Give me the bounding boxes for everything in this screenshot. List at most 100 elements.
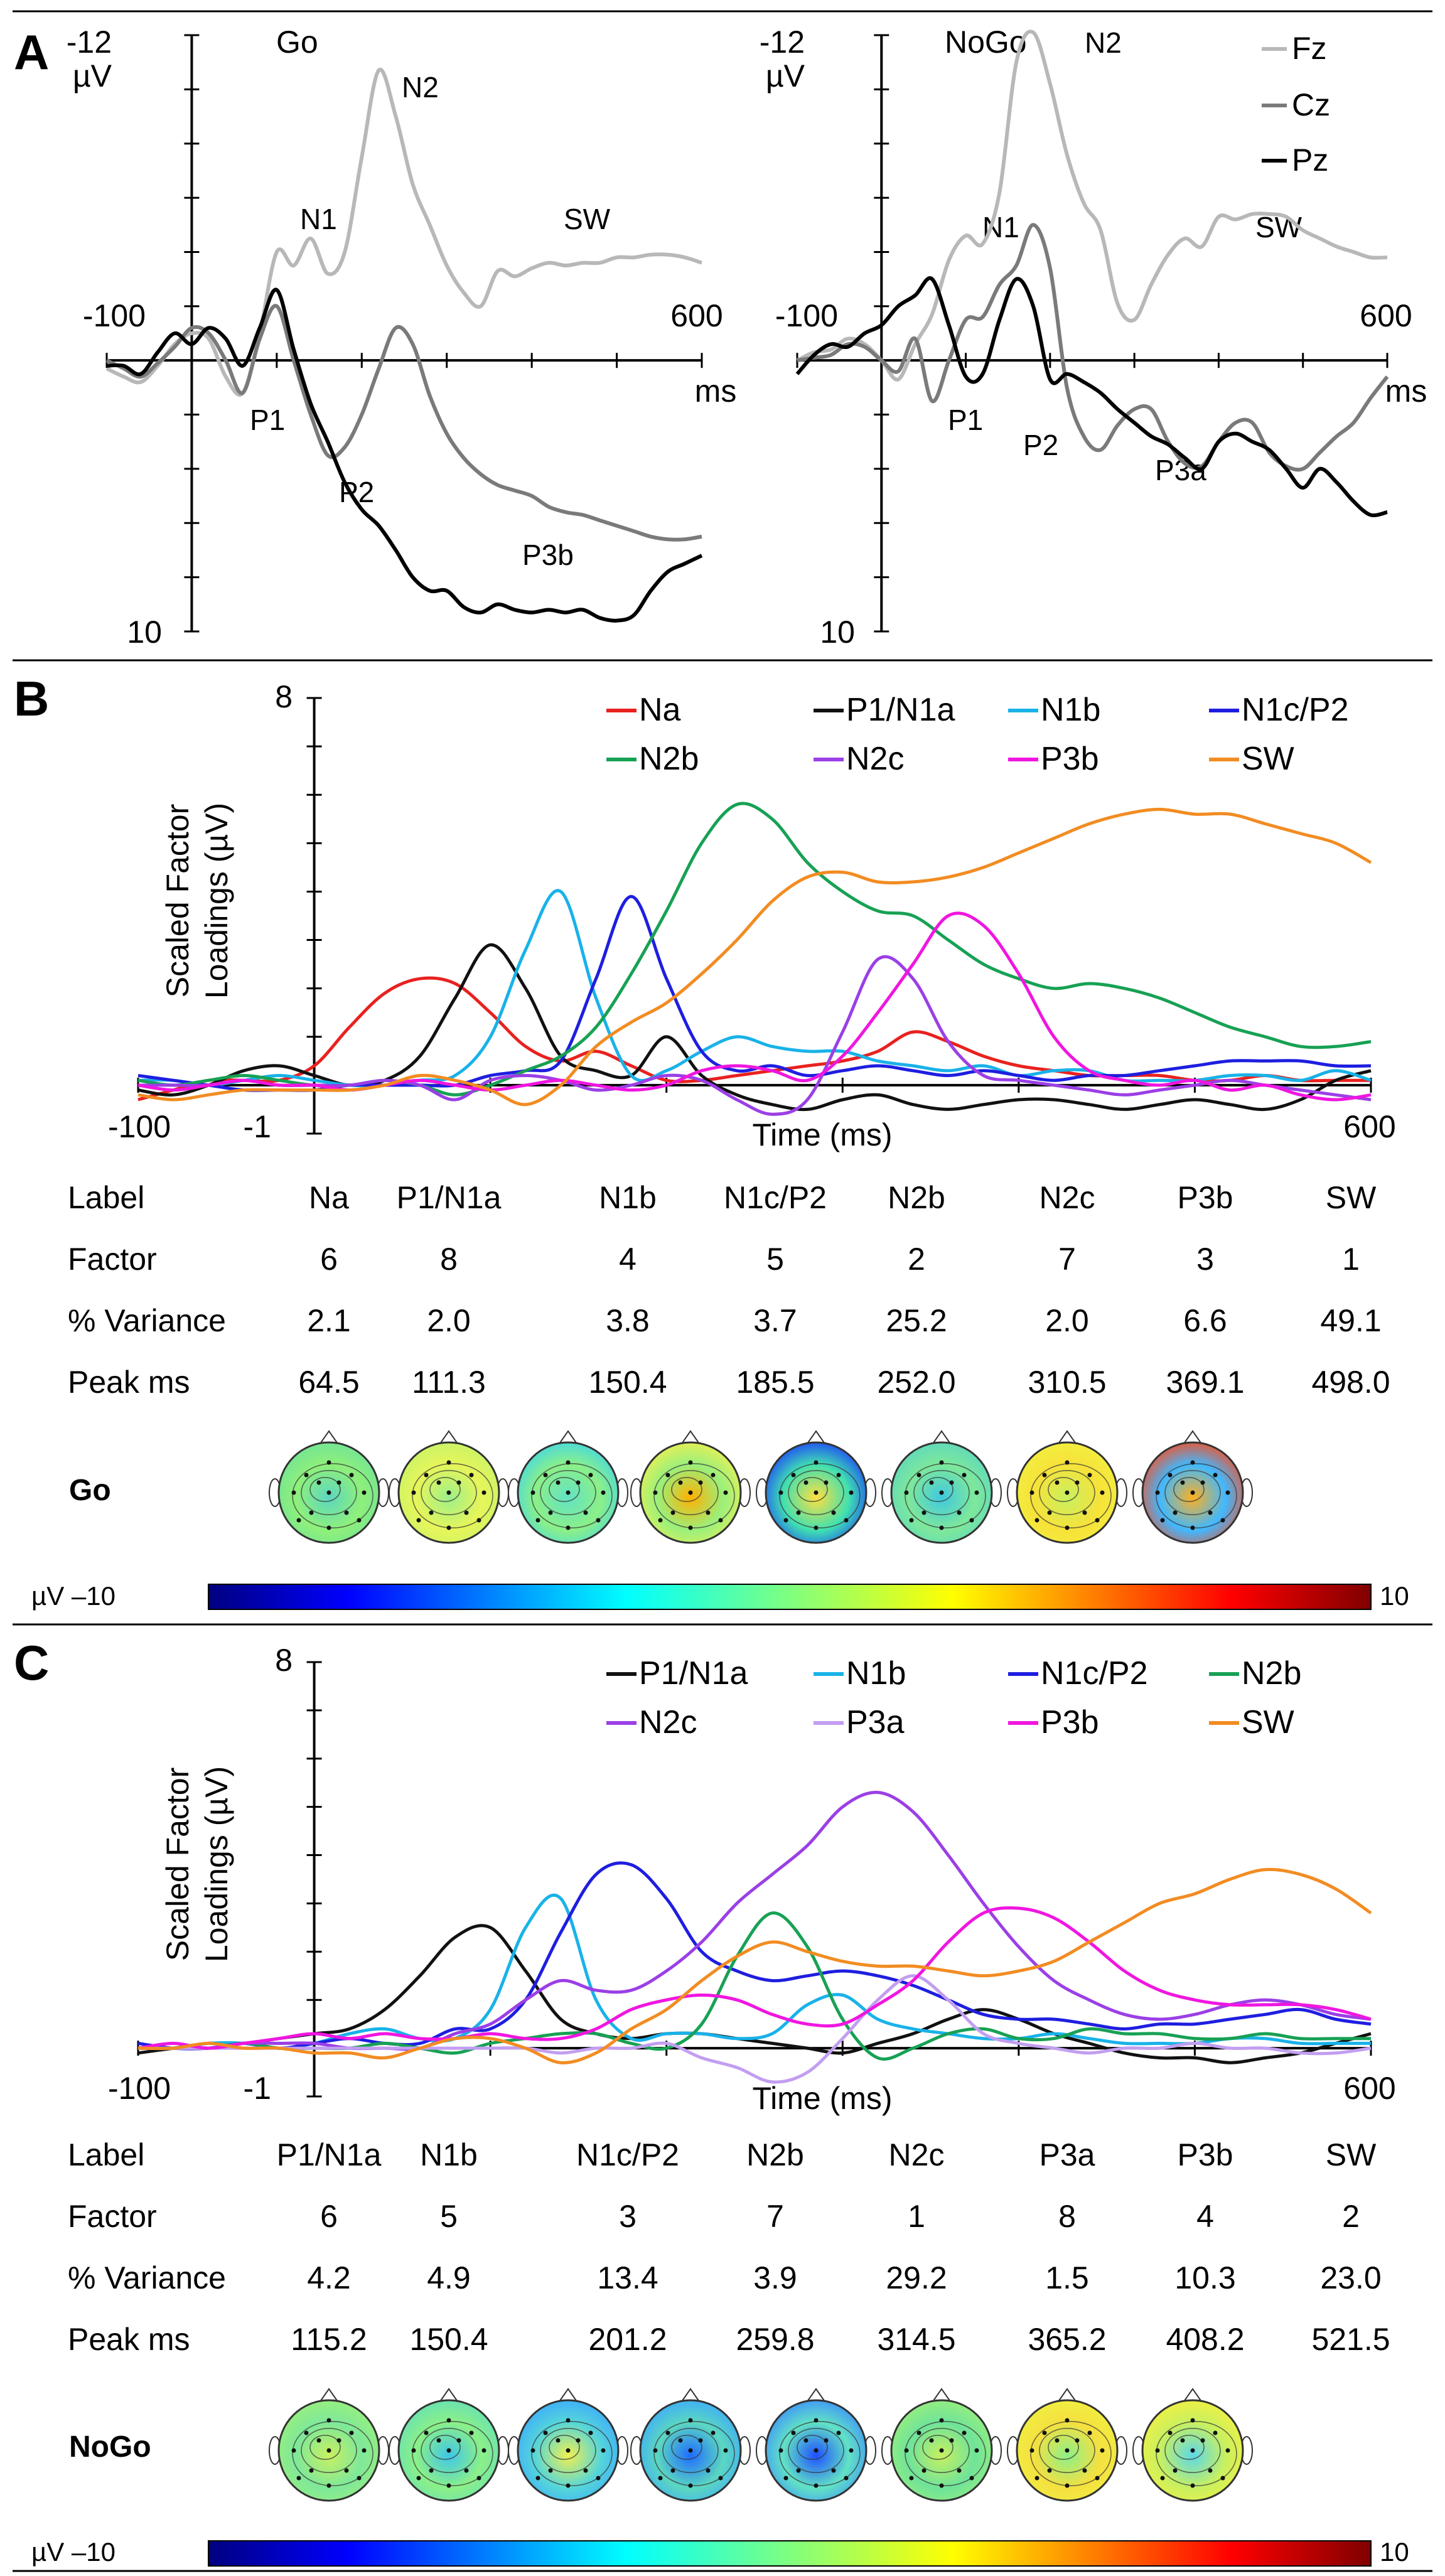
- b-table-cell: 369.1: [1166, 1365, 1244, 1400]
- c-topomap: [508, 2388, 628, 2502]
- c-contour: [1048, 2435, 1079, 2461]
- c-electrode-dot: [698, 2438, 703, 2443]
- b-electrode-dot: [974, 1490, 979, 1495]
- c-electrode-dot: [939, 2448, 944, 2453]
- c-electrode-dot: [778, 2448, 783, 2453]
- c-nose-shape: [681, 2388, 700, 2402]
- c-electrode-dot: [1065, 2483, 1070, 2488]
- b-electrode-dot: [476, 1518, 481, 1523]
- c-table-row-label: Factor: [68, 2199, 157, 2234]
- c-xlabel: Time (ms): [752, 2081, 892, 2116]
- c-colorbar: [208, 2540, 1372, 2567]
- c-table-cell: P3b: [1178, 2137, 1233, 2172]
- b-electrode-dot: [326, 1490, 331, 1495]
- b-table-cell: 2.0: [1045, 1303, 1089, 1338]
- panel-a-letter: A: [14, 24, 49, 80]
- b-table-cell: 49.1: [1320, 1303, 1381, 1338]
- c-electrode-dot: [424, 2430, 429, 2435]
- b-electrode-dot: [1075, 1480, 1080, 1485]
- b-electrode-dot: [424, 1473, 429, 1478]
- c-y-min-label: -1: [244, 2071, 271, 2106]
- b-electrode-dot: [446, 1460, 451, 1465]
- c-nose-shape: [559, 2388, 577, 2402]
- nogo-peak-n1: N1: [982, 211, 1019, 244]
- b-contour: [421, 1470, 477, 1516]
- b-nose-shape: [681, 1430, 700, 1444]
- c-contour: [540, 2428, 596, 2474]
- b-colorbar-left-label: µV –10: [31, 1581, 115, 1611]
- b-electrode-dot: [783, 1518, 788, 1523]
- b-contour: [653, 1463, 735, 1529]
- c-table-cell: 3: [619, 2199, 637, 2234]
- c-electrode-dot: [921, 2468, 927, 2473]
- b-table-cell: 111.3: [412, 1365, 486, 1400]
- b-electrode-dot: [1065, 1525, 1070, 1530]
- c-table-cell: 2: [1342, 2199, 1360, 2234]
- c-electrode-dot: [1190, 2448, 1195, 2453]
- c-table-cell: N2b: [746, 2137, 804, 2172]
- b-legend-label: P3b: [1041, 741, 1099, 777]
- c-topomap: [1132, 2388, 1253, 2502]
- b-electrode-dot: [949, 1480, 954, 1485]
- b-electrode-dot: [530, 1490, 535, 1495]
- b-table-cell: 498.0: [1311, 1365, 1390, 1400]
- b-nose-shape: [320, 1430, 338, 1444]
- c-electrode-dot: [296, 2476, 301, 2481]
- c-electrode-dot: [1034, 2476, 1039, 2481]
- c-table-cell: 6: [320, 2199, 338, 2234]
- c-series-p3a: [138, 1974, 1372, 2084]
- panel-a: A Go -12 µV -100 600 ms 10 N1 N2 SW P1 P…: [14, 24, 1427, 650]
- b-nose-shape: [559, 1430, 577, 1444]
- b-ylabel-line2: Loadings (µV): [199, 803, 234, 999]
- b-table-cell: 7: [1058, 1242, 1076, 1277]
- nogo-x-right-label: 600: [1360, 298, 1412, 333]
- b-colorbar: [208, 1584, 1372, 1610]
- b-contour: [540, 1470, 596, 1516]
- nogo-title: NoGo: [945, 24, 1027, 60]
- c-table-cell: 4.9: [427, 2260, 471, 2295]
- legend-cz-label: Cz: [1292, 87, 1330, 122]
- c-colorbar-right-label: 10: [1380, 2537, 1409, 2567]
- c-condition-label: NoGo: [69, 2430, 151, 2464]
- b-table-cell: 310.5: [1028, 1365, 1106, 1400]
- b-electrode-dot: [566, 1490, 571, 1495]
- c-legend-label: P1/N1a: [639, 1655, 748, 1692]
- c-table-cell: 1: [908, 2199, 925, 2234]
- b-contour: [1173, 1477, 1205, 1503]
- b-electrode-dot: [1065, 1490, 1070, 1495]
- panel-c: C 8 -1 -100 600 Time (ms) Scaled Factor …: [14, 1635, 1409, 2567]
- b-table-cell: 64.5: [298, 1365, 359, 1400]
- b-electrode-dot: [464, 1510, 469, 1515]
- legend-fz-label: Fz: [1292, 31, 1327, 66]
- b-contour: [1156, 1463, 1237, 1529]
- go-x-unit-label: ms: [695, 373, 737, 409]
- b-topomap: [508, 1430, 628, 1544]
- c-electrode-dot: [844, 2476, 849, 2481]
- b-electrode-dot: [796, 1510, 801, 1515]
- c-table-cell: 365.2: [1028, 2322, 1106, 2357]
- c-electrode-dot: [291, 2448, 296, 2453]
- b-electrode-dot: [543, 1473, 548, 1478]
- c-electrode-dot: [336, 2438, 341, 2443]
- b-table-cell: N2c: [1039, 1180, 1095, 1215]
- c-y-max-label: 8: [275, 1643, 293, 1678]
- c-electrode-dot: [688, 2483, 693, 2488]
- c-contour: [421, 2428, 477, 2474]
- b-electrode-dot: [803, 1480, 808, 1485]
- c-table-cell: 115.2: [291, 2322, 367, 2357]
- c-electrode-dot: [706, 2468, 711, 2473]
- c-electrode-dot: [1047, 2468, 1052, 2473]
- b-electrode-dot: [929, 1480, 934, 1485]
- b-electrode-dot: [1065, 1460, 1070, 1465]
- b-nose-shape: [1058, 1430, 1077, 1444]
- c-colorbar-left-label: µV –10: [31, 2537, 115, 2567]
- c-electrode-dot: [1065, 2418, 1070, 2423]
- b-series-na: [137, 976, 1371, 1102]
- b-electrode-dot: [336, 1480, 341, 1485]
- go-peak-n2: N2: [402, 71, 439, 104]
- nogo-series-pz: [795, 276, 1388, 517]
- b-electrode-dot: [1200, 1480, 1205, 1485]
- c-table-cell: P1/N1a: [277, 2137, 382, 2172]
- go-title: Go: [276, 24, 318, 60]
- b-electrode-dot: [1029, 1490, 1034, 1495]
